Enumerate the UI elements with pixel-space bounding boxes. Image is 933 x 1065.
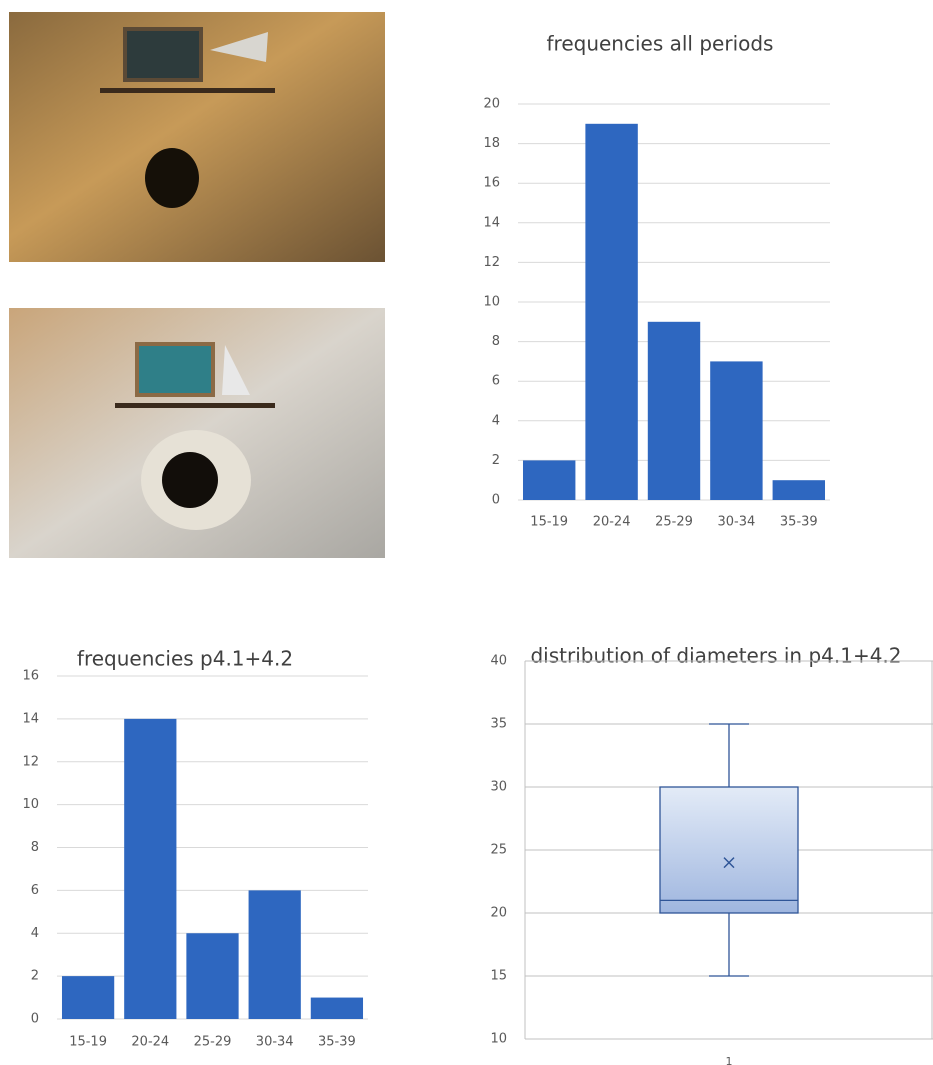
y-tick-label: 6 <box>31 883 39 898</box>
y-tick-label: 6 <box>492 374 500 389</box>
y-tick-label: 4 <box>492 413 500 428</box>
y-tick-label: 14 <box>22 711 39 726</box>
y-tick-label: 18 <box>483 136 500 151</box>
box <box>660 787 798 913</box>
chart-title: frequencies all periods <box>547 32 774 56</box>
x-tick-label: 1 <box>726 1055 733 1065</box>
bar <box>249 890 301 1019</box>
x-tick-label: 20-24 <box>131 1035 169 1050</box>
chart-title: distribution of diameters in p4.1+4.2 <box>530 644 901 668</box>
y-tick-label: 15 <box>490 969 507 984</box>
y-tick-label: 4 <box>31 926 39 941</box>
x-tick-label: 15-19 <box>69 1035 107 1050</box>
y-tick-label: 10 <box>22 797 39 812</box>
bar <box>311 998 363 1019</box>
y-tick-label: 2 <box>492 453 500 468</box>
bar <box>648 322 700 500</box>
y-tick-label: 12 <box>483 255 500 270</box>
bar <box>186 933 238 1019</box>
bar <box>124 719 176 1019</box>
y-tick-label: 0 <box>31 1012 39 1027</box>
photo-top <box>9 12 385 262</box>
y-tick-label: 30 <box>490 780 507 795</box>
y-tick-label: 14 <box>483 215 500 230</box>
x-tick-label: 30-34 <box>256 1035 294 1050</box>
bar <box>62 976 114 1019</box>
x-tick-label: 35-39 <box>780 515 818 530</box>
y-tick-label: 8 <box>492 334 500 349</box>
y-tick-label: 35 <box>490 717 507 732</box>
x-tick-label: 35-39 <box>318 1035 356 1050</box>
y-tick-label: 40 <box>490 654 507 669</box>
y-tick-label: 25 <box>490 843 507 858</box>
bar <box>773 480 825 500</box>
x-tick-label: 30-34 <box>718 515 756 530</box>
x-tick-label: 25-29 <box>194 1035 232 1050</box>
photo-bottom <box>9 308 385 558</box>
figure: frequencies all periods02468101214161820… <box>0 0 933 1065</box>
y-tick-label: 20 <box>490 906 507 921</box>
y-tick-label: 16 <box>483 176 500 191</box>
y-tick-label: 8 <box>31 840 39 855</box>
y-tick-label: 0 <box>492 493 500 508</box>
y-tick-label: 10 <box>483 295 500 310</box>
bar <box>585 124 637 500</box>
y-tick-label: 12 <box>22 754 39 769</box>
x-tick-label: 15-19 <box>530 515 568 530</box>
x-tick-label: 20-24 <box>593 515 631 530</box>
y-tick-label: 16 <box>22 669 39 684</box>
y-tick-label: 10 <box>490 1032 507 1047</box>
bar <box>523 460 575 500</box>
chart-title: frequencies p4.1+4.2 <box>77 647 293 671</box>
y-tick-label: 2 <box>31 969 39 984</box>
bar <box>710 361 762 500</box>
x-tick-label: 25-29 <box>655 515 693 530</box>
y-tick-label: 20 <box>483 97 500 112</box>
